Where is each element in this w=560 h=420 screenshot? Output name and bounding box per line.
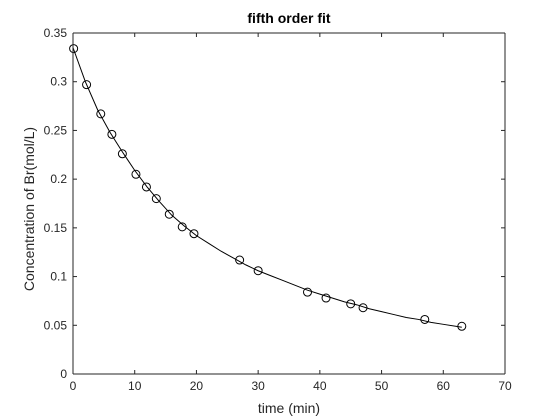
data-point-marker: [151, 194, 161, 204]
fit-curve-line: [72, 47, 462, 328]
x-tick-label: 70: [498, 379, 512, 393]
x-tick-label: 40: [313, 379, 327, 393]
x-tick-label: 0: [70, 379, 77, 393]
data-point-marker: [303, 287, 313, 297]
data-point-marker: [346, 299, 356, 309]
y-tick-label: 0.2: [50, 172, 67, 186]
data-point-marker: [177, 222, 187, 232]
x-tick-label: 50: [375, 379, 389, 393]
x-tick-label: 30: [251, 379, 265, 393]
axes-layer: [72, 32, 506, 375]
data-point-marker: [457, 321, 467, 331]
data-point-marker: [69, 44, 79, 54]
data-point-marker: [321, 293, 331, 303]
data-point-marker: [420, 314, 430, 324]
data-point-marker: [117, 149, 127, 159]
x-tick-label: 10: [128, 379, 142, 393]
y-tick-label: 0.15: [44, 221, 68, 235]
data-point-marker: [235, 255, 245, 265]
y-tick-label: 0.35: [44, 26, 68, 40]
data-point-marker: [82, 80, 92, 90]
data-point-marker: [107, 129, 117, 139]
x-axis-title: time (min): [258, 400, 320, 416]
x-tick-label: 60: [437, 379, 451, 393]
y-tick-label: 0.1: [50, 270, 67, 284]
fit-curve-layer: [72, 47, 462, 328]
data-point-marker: [358, 303, 368, 313]
y-tick-label: 0: [60, 367, 67, 381]
data-point-marker: [141, 182, 151, 192]
y-axis-title: Concentration of Br(mol/L): [21, 127, 37, 291]
y-tick-label: 0.25: [44, 123, 68, 137]
data-point-marker: [253, 266, 263, 276]
y-tick-label: 0.3: [50, 75, 67, 89]
data-point-marker: [96, 109, 106, 119]
ticks-layer: 0 10 20 30 40 50 60 70 0 0.05 0.1 0.15 0.2 0.25 0.3 0.3…: [44, 26, 512, 393]
chart-title: fifth order fit: [247, 10, 331, 26]
data-point-marker: [131, 169, 141, 179]
data-markers-layer: [69, 44, 467, 331]
data-point-marker: [164, 209, 174, 219]
data-point-marker: [189, 229, 199, 239]
x-tick-label: 20: [190, 379, 204, 393]
y-tick-label: 0.05: [44, 318, 68, 332]
plot-area: [73, 33, 505, 374]
plot-background: [73, 33, 505, 374]
